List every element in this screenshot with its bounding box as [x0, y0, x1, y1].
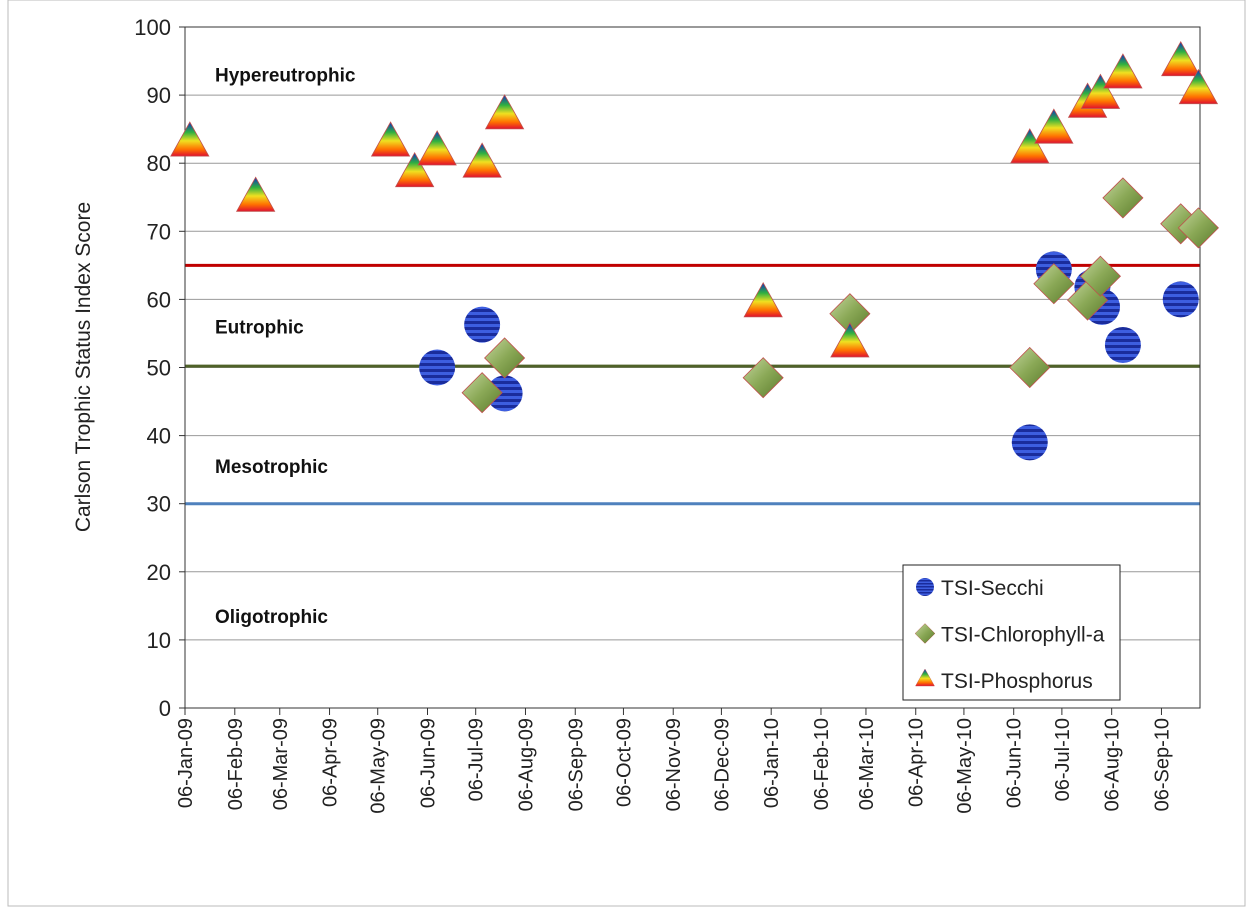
y-tick-label: 10	[147, 628, 171, 653]
y-tick-label: 0	[159, 696, 171, 721]
x-tick-label: 06-Jul-10	[1052, 718, 1074, 801]
x-tick-label: 06-Sep-10	[1151, 718, 1173, 811]
legend-box	[902, 564, 1121, 701]
circle-marker	[419, 349, 456, 386]
diamond-marker	[1177, 207, 1219, 249]
y-tick-label: 60	[147, 287, 171, 312]
diamond-marker	[1009, 346, 1051, 389]
x-tick-label: 06-Nov-09	[663, 718, 685, 811]
annotation: Oligotrophic	[215, 607, 328, 628]
triangle-marker	[1080, 73, 1121, 109]
x-tick-label: 06-Oct-09	[613, 718, 635, 807]
x-tick-label: 06-Feb-09	[225, 718, 247, 810]
triangle-marker	[743, 282, 783, 318]
diamond-marker	[742, 357, 784, 399]
legend-label: TSI-Phosphorus	[941, 670, 1093, 693]
circle-marker	[1162, 281, 1199, 318]
legend-label: TSI-Chlorophyll-a	[941, 624, 1105, 647]
legend: TSI-Secchi TSI-Chlorophyll-a TSI-Phosphoru…	[902, 564, 1121, 701]
x-tick-label: 06-Aug-09	[515, 718, 537, 811]
annotation: Eutrophic	[215, 318, 304, 339]
triangle-marker	[1010, 128, 1050, 164]
diamond-marker	[1033, 263, 1075, 305]
triangle-marker	[915, 668, 935, 687]
diamond-marker	[484, 337, 526, 379]
x-tick-label: 06-Mar-10	[856, 718, 878, 810]
diamond-marker	[1102, 177, 1144, 219]
y-tick-label: 70	[147, 219, 171, 244]
triangle-marker	[1161, 40, 1201, 77]
annotation: Hypereutrophic	[215, 66, 356, 87]
y-tick-label: 20	[147, 560, 171, 585]
x-tick-label: 06-Sep-09	[565, 718, 587, 811]
x-tick-label: 06-Jun-10	[1004, 718, 1026, 808]
triangle-marker	[417, 130, 457, 166]
triangle-marker	[1103, 53, 1143, 89]
y-tick-label: 80	[147, 151, 171, 176]
frame	[7, 0, 1246, 907]
triangle-marker	[235, 176, 276, 212]
diamond-marker	[1079, 255, 1121, 297]
y-tick-label: 30	[147, 492, 171, 517]
y-tick-label: 50	[147, 356, 171, 381]
triangle-marker	[394, 151, 435, 188]
x-tick-label: 06-Jan-09	[175, 718, 197, 808]
x-tick-label: 06-Jul-09	[466, 718, 488, 801]
y-tick-label: 40	[147, 424, 171, 449]
reference-lines	[185, 263, 1200, 506]
x-tick-label: 06-Dec-09	[711, 718, 733, 811]
triangle-marker	[170, 121, 210, 157]
triangle-marker	[462, 142, 502, 178]
circle-marker	[1104, 327, 1141, 364]
triangle-marker	[830, 322, 870, 358]
annotations: Hypereutrophic Eutrophic Mesotrophic Oligot…	[215, 66, 356, 628]
circle-marker	[464, 306, 501, 343]
axes: 0 10 20 30 40 50 60 70 80 90 100 06-Jan-09 06-Feb-09…	[134, 15, 1173, 814]
triangle-marker	[484, 94, 525, 130]
y-tick-label: 100	[134, 15, 171, 40]
diamond-marker	[461, 372, 503, 414]
x-tick-label: 06-Feb-10	[811, 718, 833, 810]
x-tick-label: 06-Apr-09	[320, 718, 342, 807]
legend-label: TSI-Secchi	[941, 577, 1044, 600]
x-tick-label: 06-May-09	[368, 718, 390, 814]
triangle-marker	[1178, 68, 1219, 105]
x-tick-label: 06-Apr-10	[906, 718, 928, 807]
y-axis-label: Carlson Trophic Status Index Score	[72, 202, 95, 532]
x-tick-label: 06-Jan-10	[761, 718, 783, 808]
circle-marker	[486, 375, 523, 412]
x-tick-label: 06-Mar-09	[270, 718, 292, 810]
triangle-marker	[370, 121, 411, 157]
marks	[170, 40, 1219, 461]
circle-marker	[1011, 424, 1048, 461]
y-tick-label: 90	[147, 83, 171, 108]
triangle-marker	[1034, 108, 1074, 144]
circle-marker	[916, 578, 934, 596]
x-tick-label: 06-Jun-09	[418, 718, 440, 808]
x-tick-label: 06-Aug-10	[1102, 718, 1124, 811]
diamond-marker	[914, 623, 936, 644]
x-tick-label: 06-May-10	[954, 718, 976, 814]
annotation: Mesotrophic	[215, 457, 328, 478]
